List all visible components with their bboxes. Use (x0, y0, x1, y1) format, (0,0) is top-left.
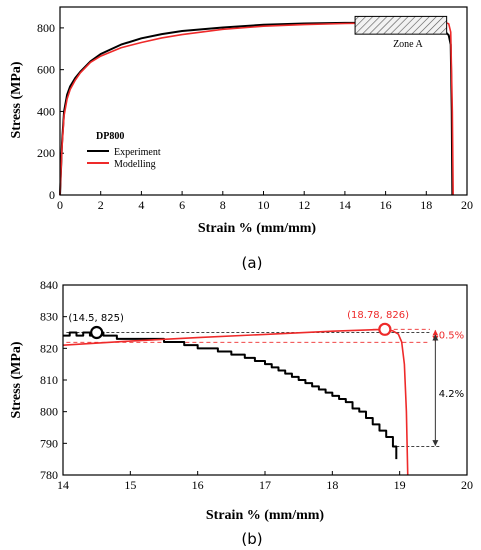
chart-b-x-tick-label: 19 (394, 478, 406, 492)
chart-a-caption: (a) (242, 254, 263, 272)
chart-a-x-tick-label: 0 (57, 198, 63, 212)
chart-b-x-tick-label: 16 (192, 478, 204, 492)
chart-b-x-tick-label: 17 (259, 478, 271, 492)
model-peak-marker (378, 322, 392, 336)
chart-b-series-experiment (63, 331, 398, 460)
model-drop-label: 0.5% (439, 331, 464, 342)
chart-b-annotations: (14.5, 825) (18.78, 826) 0.5% 4.2% (68, 310, 464, 400)
chart-b-y-tick-label: 810 (40, 373, 58, 387)
experiment-peak-marker (90, 325, 104, 340)
zone-a-box (354, 15, 448, 35)
chart-b-y-tick-label: 830 (40, 310, 58, 324)
chart-b-y-tick-label: 840 (40, 278, 58, 292)
chart-a-x-tick-label: 10 (258, 198, 270, 212)
chart-a-y-tick-label: 600 (37, 63, 55, 77)
experiment-peak-label: (14.5, 825) (68, 313, 124, 324)
chart-a-x-tick-label: 12 (298, 198, 310, 212)
experiment-drop-label: 4.2% (439, 389, 464, 400)
chart-a-y-tick-label: 800 (37, 21, 55, 35)
legend-label-experiment: Experiment (114, 147, 161, 158)
chart-a-x-tick-label: 20 (461, 198, 473, 212)
chart-a-y-tick-label: 400 (37, 104, 55, 118)
legend-title: DP800 (96, 131, 124, 142)
chart-b-series (62, 322, 409, 476)
chart-a-legend: DP800 Experiment Modelling (87, 131, 161, 170)
chart-a-x-tick-label: 16 (380, 198, 392, 212)
chart-a-x-axis-title: Strain % (mm/mm) (198, 221, 317, 236)
chart-b-guides (66, 328, 441, 447)
chart-b-plot-frame (62, 284, 468, 476)
chart-b-x-axis-title: Strain % (mm/mm) (206, 508, 325, 523)
chart-a-plot-frame (59, 6, 468, 196)
chart-b: 14 15 16 17 18 19 20 780 790 800 810 820 830 840 (14.… (9, 278, 473, 548)
chart-a-y-axis-title: Stress (MPa) (9, 61, 24, 138)
zone-a: Zone A (354, 15, 448, 50)
chart-b-y-tick-label: 820 (40, 341, 58, 355)
chart-b-y-tick-label: 780 (40, 468, 58, 482)
chart-b-y-tick-label: 790 (40, 436, 58, 450)
chart-a-x-tick-label: 8 (220, 198, 226, 212)
chart-b-series-modelling (62, 328, 409, 476)
chart-a-x-tick-label: 14 (339, 198, 351, 212)
chart-b-x-tick-label: 20 (461, 478, 473, 492)
model-peak-label: (18.78, 826) (347, 310, 409, 321)
chart-a-x-tick-label: 6 (179, 198, 185, 212)
chart-b-x-tick-label: 18 (326, 478, 338, 492)
chart-b-ticks: 14 15 16 17 18 19 20 780 790 800 810 820 830 840 (40, 278, 473, 492)
chart-b-x-tick-label: 15 (124, 478, 136, 492)
chart-b-y-tick-label: 800 (40, 405, 58, 419)
chart-b-x-tick-label: 14 (57, 478, 69, 492)
chart-a-x-tick-label: 4 (138, 198, 144, 212)
chart-a-x-tick-label: 18 (420, 198, 432, 212)
chart-b-caption: (b) (241, 530, 262, 548)
legend-label-modelling: Modelling (114, 159, 156, 170)
chart-b-y-axis-title: Stress (MPa) (9, 341, 24, 418)
chart-a-x-tick-label: 2 (98, 198, 104, 212)
chart-a-y-tick-label: 0 (49, 188, 55, 202)
chart-a-y-tick-label: 200 (37, 146, 55, 160)
zone-a-label: Zone A (393, 39, 423, 50)
